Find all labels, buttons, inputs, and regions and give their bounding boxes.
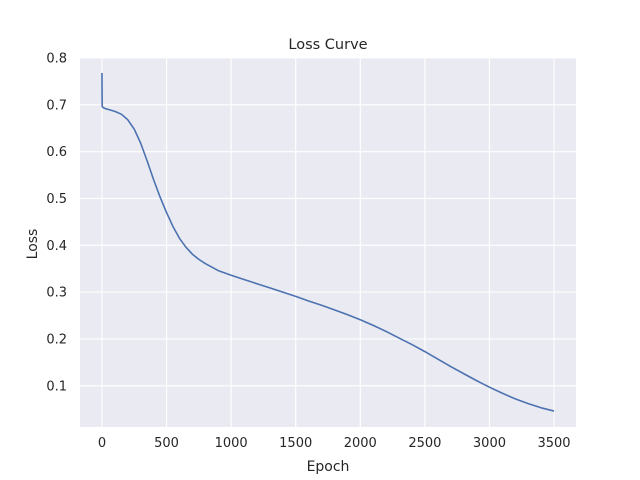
plot-area [80, 58, 576, 427]
x-tick-label: 2000 [344, 436, 377, 451]
y-tick-label: 0.4 [46, 239, 67, 254]
chart-title: Loss Curve [288, 37, 367, 53]
y-tick-label: 0.6 [46, 145, 67, 160]
x-tick-label: 1500 [279, 436, 312, 451]
x-tick-label: 3000 [473, 436, 506, 451]
x-tick-label: 1000 [215, 436, 248, 451]
x-tick-label: 3500 [537, 436, 570, 451]
x-tick-label: 0 [98, 436, 106, 451]
grid-lines [80, 57, 576, 427]
y-tick-label: 0.1 [46, 379, 67, 394]
y-tick-label: 0.7 [46, 98, 67, 113]
loss-series-line [101, 72, 555, 412]
y-tick-label: 0.8 [46, 52, 67, 67]
x-tick-label: 2500 [408, 436, 441, 451]
y-axis-label: Loss [25, 229, 41, 260]
x-tick-label: 500 [154, 436, 179, 451]
x-axis-ticks: 0 500 1000 1500 2000 2500 3000 3500 [98, 436, 571, 451]
x-axis-label: Epoch [307, 459, 350, 475]
y-tick-label: 0.5 [46, 192, 67, 207]
y-axis-ticks: 0.1 0.2 0.3 0.4 0.5 0.6 0.7 0.8 [46, 52, 67, 395]
y-tick-label: 0.3 [46, 286, 67, 301]
y-tick-label: 0.2 [46, 332, 67, 347]
